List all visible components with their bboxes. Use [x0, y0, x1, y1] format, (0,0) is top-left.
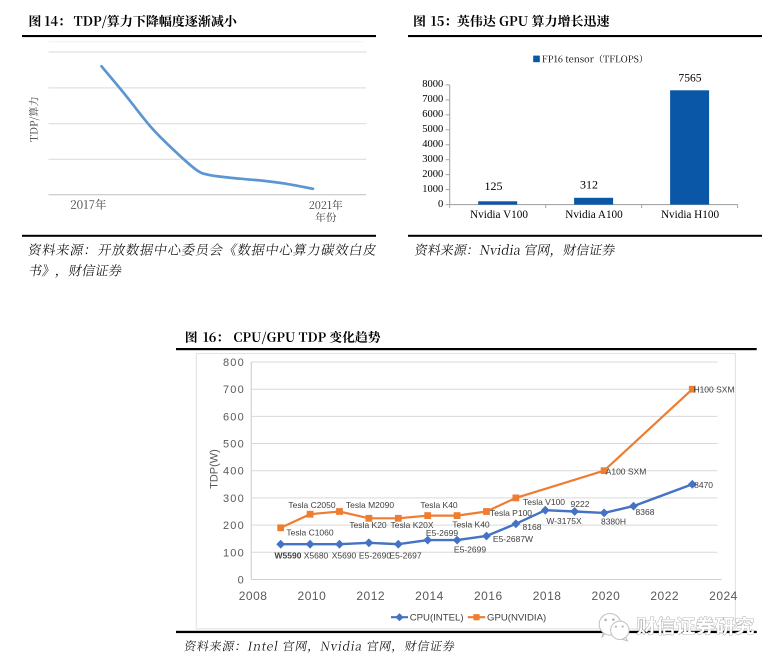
svg-text:2010: 2010 [298, 589, 327, 603]
svg-text:400: 400 [223, 466, 245, 478]
svg-text:Nvidia V100: Nvidia V100 [470, 209, 528, 221]
svg-text:600: 600 [223, 411, 245, 423]
svg-text:312: 312 [580, 177, 598, 191]
svg-text:2018: 2018 [533, 589, 562, 603]
svg-text:9222: 9222 [571, 499, 590, 509]
svg-text:Nvidia H100: Nvidia H100 [661, 209, 720, 221]
svg-text:H100 SXM: H100 SXM [693, 385, 734, 395]
svg-text:100: 100 [223, 547, 245, 559]
svg-text:E5-2697: E5-2697 [389, 551, 421, 561]
svg-text:1000: 1000 [422, 184, 443, 195]
svg-text:Tesla K40: Tesla K40 [420, 500, 458, 510]
svg-text:TDP(W): TDP(W) [209, 449, 221, 489]
svg-text:2000: 2000 [422, 169, 443, 180]
svg-text:A100 SXM: A100 SXM [606, 467, 647, 477]
svg-text:CPU(INTEL): CPU(INTEL) [410, 612, 464, 623]
svg-text:2022: 2022 [650, 589, 679, 603]
svg-text:8470: 8470 [694, 480, 713, 490]
svg-text:Tesla C2050: Tesla C2050 [288, 500, 336, 510]
svg-text:Tesla P100: Tesla P100 [490, 508, 532, 518]
svg-text:4000: 4000 [422, 139, 443, 150]
svg-text:500: 500 [223, 439, 245, 451]
svg-text:700: 700 [223, 384, 245, 396]
svg-text:E5-2690: E5-2690 [359, 551, 391, 561]
svg-text:W-3175X: W-3175X [546, 516, 582, 526]
svg-text:2020: 2020 [592, 589, 621, 603]
svg-text:800: 800 [223, 357, 245, 369]
svg-text:7000: 7000 [422, 94, 443, 105]
svg-text:E5-2687W: E5-2687W [493, 534, 533, 544]
svg-text:E5-2699: E5-2699 [426, 528, 458, 538]
svg-text:W5590: W5590 [275, 551, 302, 561]
svg-text:0: 0 [438, 199, 443, 210]
svg-text:Tesla C1060: Tesla C1060 [286, 528, 334, 538]
svg-text:2024: 2024 [709, 589, 738, 603]
svg-text:2014: 2014 [415, 589, 444, 603]
svg-text:8368: 8368 [636, 507, 655, 517]
svg-text:X5690: X5690 [332, 551, 357, 561]
svg-text:Tesla K20X: Tesla K20X [391, 520, 434, 530]
svg-text:6000: 6000 [422, 109, 443, 120]
svg-text:8168: 8168 [523, 522, 542, 532]
svg-text:Tesla V100: Tesla V100 [523, 497, 565, 507]
svg-text:E5-2699: E5-2699 [454, 545, 486, 555]
svg-text:5000: 5000 [422, 124, 443, 135]
svg-text:Tesla K40: Tesla K40 [452, 520, 490, 530]
svg-text:Nvidia A100: Nvidia A100 [565, 209, 623, 221]
svg-text:300: 300 [223, 493, 245, 505]
svg-text:8380H: 8380H [601, 517, 626, 527]
svg-text:2008: 2008 [239, 589, 268, 603]
svg-text:125: 125 [485, 179, 503, 193]
svg-text:8000: 8000 [422, 79, 443, 90]
svg-text:GPU(NVIDIA): GPU(NVIDIA) [487, 612, 546, 623]
svg-text:7565: 7565 [678, 71, 701, 84]
svg-text:2016: 2016 [474, 589, 503, 603]
svg-text:200: 200 [223, 520, 245, 532]
svg-text:Tesla K20: Tesla K20 [349, 520, 387, 530]
svg-text:Tesla M2090: Tesla M2090 [346, 500, 394, 510]
svg-text:3000: 3000 [422, 154, 443, 165]
svg-text:0: 0 [238, 575, 245, 587]
svg-text:2012: 2012 [356, 589, 385, 603]
svg-text:X5680: X5680 [304, 551, 329, 561]
